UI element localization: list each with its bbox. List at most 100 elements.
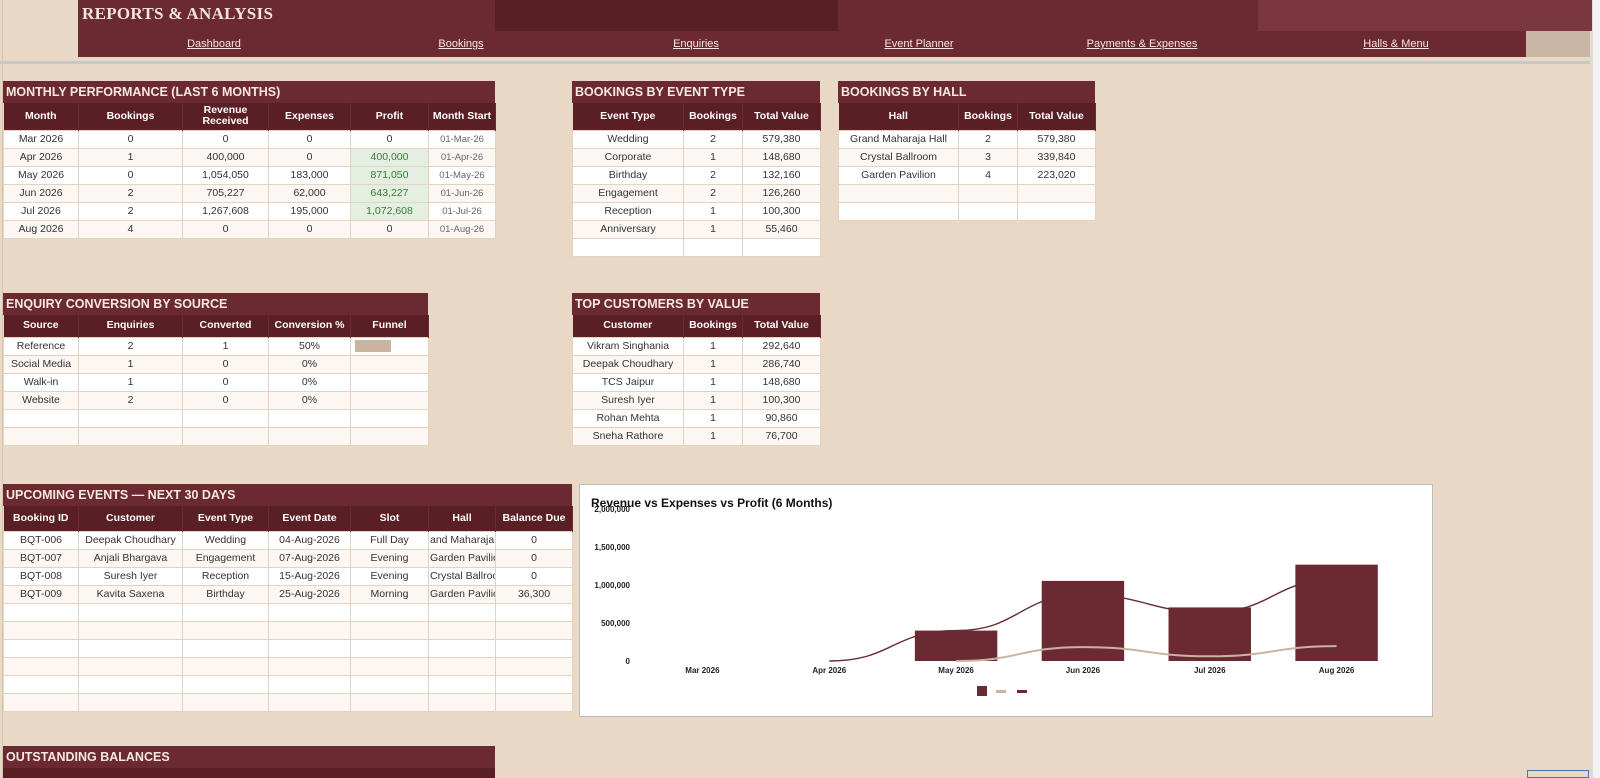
table-cell[interactable]: 01-Jul-26 [428,201,496,221]
table-cell[interactable]: Anniversary [572,219,684,239]
table-cell[interactable]: 1 [683,147,743,167]
nav-link-enquiries[interactable]: Enquiries [673,38,719,50]
table-cell[interactable]: 871,050 [350,165,429,185]
table-cell[interactable]: 1 [78,147,183,167]
table-cell[interactable]: 01-Apr-26 [428,147,496,167]
table-cell[interactable] [495,638,573,658]
table-cell[interactable]: 400,000 [182,147,269,167]
table-cell[interactable] [742,237,821,257]
table-cell[interactable]: Vikram Singhania [572,336,684,356]
table-cell[interactable]: Reception [182,566,269,586]
table-cell[interactable]: Kavita Saxena [78,584,183,604]
table-cell[interactable]: 0 [350,129,429,149]
table-cell[interactable]: 0% [268,372,351,392]
table-cell[interactable] [268,426,351,446]
table-cell[interactable]: 1 [683,408,743,428]
table-cell[interactable] [182,674,269,694]
table-cell[interactable] [958,201,1018,221]
table-cell[interactable]: Evening [350,548,429,568]
table-cell[interactable]: 62,000 [268,183,351,203]
table-cell[interactable]: 1,054,050 [182,165,269,185]
table-cell[interactable]: 01-May-26 [428,165,496,185]
table-cell[interactable]: 286,740 [742,354,821,374]
table-cell[interactable]: Morning [350,584,429,604]
table-cell[interactable]: 0 [182,372,269,392]
table-cell[interactable]: Aug 2026 [3,219,79,239]
table-cell[interactable]: 1 [683,372,743,392]
table-cell[interactable]: BQT-008 [3,566,79,586]
table-cell[interactable] [182,408,269,428]
table-cell[interactable]: 0 [78,165,183,185]
table-cell[interactable] [78,620,183,640]
table-cell[interactable]: 0 [268,129,351,149]
table-cell[interactable]: 0 [182,219,269,239]
table-cell[interactable]: BQT-007 [3,548,79,568]
table-cell[interactable]: and Maharaja H [428,530,496,550]
table-cell[interactable]: Jul 2026 [3,201,79,221]
table-cell[interactable]: 579,380 [742,129,821,149]
table-cell[interactable]: Garden Pavilion [838,165,959,185]
table-cell[interactable]: May 2026 [3,165,79,185]
table-cell[interactable]: 292,640 [742,336,821,356]
table-cell[interactable]: 1 [683,336,743,356]
table-cell[interactable] [182,656,269,676]
table-cell[interactable]: 0 [495,530,573,550]
table-cell[interactable]: 2 [683,129,743,149]
table-cell[interactable]: Engagement [182,548,269,568]
table-cell[interactable]: 100,300 [742,201,821,221]
table-cell[interactable]: Garden Pavilion [428,548,496,568]
table-cell[interactable]: Reception [572,201,684,221]
table-cell[interactable] [3,692,79,712]
table-cell[interactable]: Apr 2026 [3,147,79,167]
table-cell[interactable] [78,426,183,446]
table-cell[interactable] [958,183,1018,203]
nav-link-dashboard[interactable]: Dashboard [187,38,241,50]
table-cell[interactable] [350,408,429,428]
revenue-expenses-profit-chart[interactable]: Revenue vs Expenses vs Profit (6 Months)… [579,484,1433,717]
table-cell[interactable] [78,692,183,712]
table-cell[interactable]: 643,227 [350,183,429,203]
nav-link-event-planner[interactable]: Event Planner [884,38,954,50]
table-cell[interactable] [3,638,79,658]
table-cell[interactable]: 0 [350,219,429,239]
table-cell[interactable] [78,674,183,694]
table-cell[interactable] [3,656,79,676]
table-cell[interactable]: 183,000 [268,165,351,185]
table-cell[interactable]: 705,227 [182,183,269,203]
table-cell[interactable] [350,354,429,374]
table-cell[interactable] [428,674,496,694]
table-cell[interactable] [350,638,429,658]
table-cell[interactable] [268,602,351,622]
table-cell[interactable]: 579,380 [1017,129,1096,149]
table-cell[interactable]: 2 [78,336,183,356]
table-cell[interactable]: 1 [78,354,183,374]
table-cell[interactable]: Corporate [572,147,684,167]
table-cell[interactable]: 0 [78,129,183,149]
table-cell[interactable]: BQT-006 [3,530,79,550]
table-cell[interactable]: 148,680 [742,372,821,392]
table-cell[interactable]: 2 [78,183,183,203]
table-cell[interactable]: 400,000 [350,147,429,167]
table-cell[interactable]: 90,860 [742,408,821,428]
table-cell[interactable] [683,237,743,257]
table-cell[interactable]: 1 [683,426,743,446]
table-cell[interactable]: 0 [268,147,351,167]
table-cell[interactable] [78,638,183,658]
table-cell[interactable]: 2 [683,165,743,185]
table-cell[interactable]: 2 [683,183,743,203]
table-cell[interactable] [428,620,496,640]
table-cell[interactable]: Anjali Bhargava [78,548,183,568]
nav-link-bookings[interactable]: Bookings [438,38,484,50]
table-cell[interactable]: 01-Mar-26 [428,129,496,149]
table-cell[interactable]: 0 [495,548,573,568]
table-cell[interactable]: 15-Aug-2026 [268,566,351,586]
table-cell[interactable]: Social Media [3,354,79,374]
table-cell[interactable] [428,692,496,712]
table-cell[interactable]: Mar 2026 [3,129,79,149]
table-cell[interactable]: Sneha Rathore [572,426,684,446]
table-cell[interactable] [268,620,351,640]
table-cell[interactable]: Deepak Choudhary [78,530,183,550]
table-cell[interactable] [3,408,79,428]
table-cell[interactable] [78,408,183,428]
table-cell[interactable] [350,692,429,712]
